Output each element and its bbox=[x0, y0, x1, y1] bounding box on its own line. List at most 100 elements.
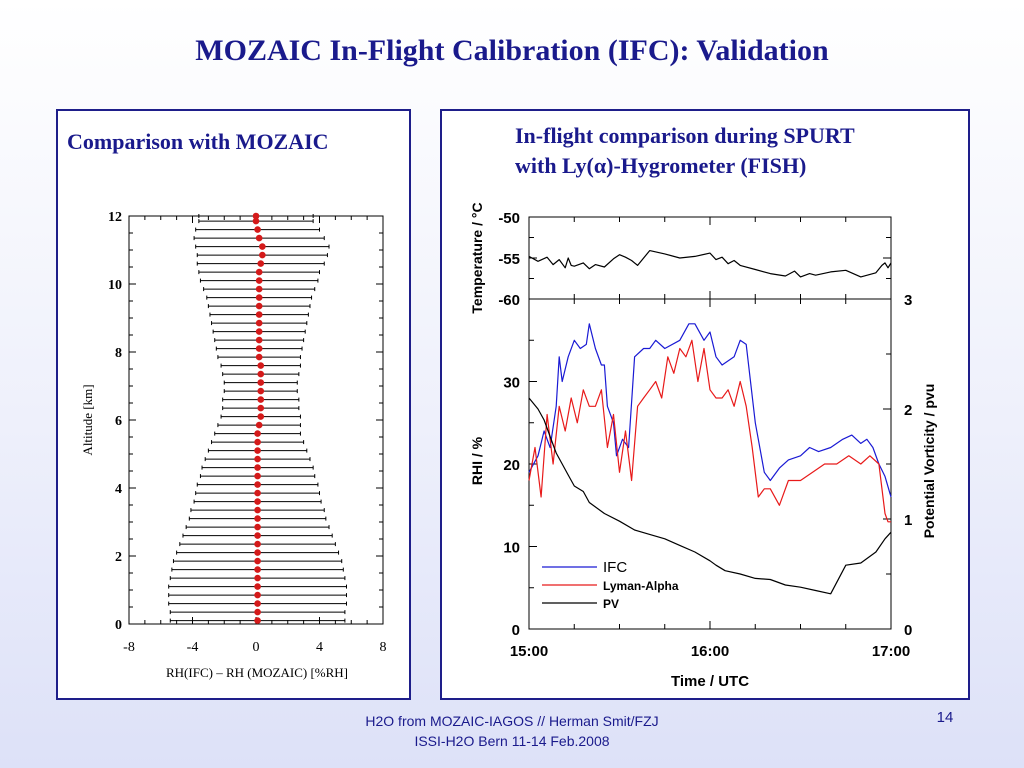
y-tick-label: 6 bbox=[115, 414, 122, 429]
rhi-tick-label: 30 bbox=[503, 375, 520, 392]
data-point bbox=[254, 464, 261, 471]
x-tick-label: 0 bbox=[253, 640, 260, 655]
x-tick-label: 4 bbox=[316, 640, 323, 655]
page-number: 14 bbox=[936, 709, 954, 726]
data-point bbox=[255, 294, 263, 301]
data-point bbox=[255, 336, 263, 344]
x-tick-label: 15:00 bbox=[510, 643, 548, 660]
pv-tick-label: 1 bbox=[904, 512, 912, 529]
x-tick-label: 17:00 bbox=[872, 643, 910, 660]
x-tick-label: 8 bbox=[380, 640, 387, 655]
data-point bbox=[254, 566, 261, 573]
data-point bbox=[255, 421, 263, 429]
footer-event: ISSI-H2O Bern 11-14 Feb.2008 bbox=[414, 733, 610, 749]
data-point bbox=[254, 472, 261, 480]
y-tick-label: 10 bbox=[108, 278, 122, 293]
data-point bbox=[255, 277, 263, 284]
legend-label: Lyman-Alpha bbox=[603, 579, 679, 593]
mozaic-comparison-chart: -8 -4 0 4 8 0 2 4 6 8 10 12 RH(IFC) – RH (MOZAIC) [%… bbox=[80, 210, 387, 680]
data-point bbox=[254, 600, 261, 607]
data-point bbox=[254, 506, 261, 514]
data-point bbox=[254, 532, 261, 539]
spurt-title-suffix: )-Hygrometer (FISH) bbox=[606, 153, 807, 178]
data-point bbox=[255, 285, 263, 293]
data-point bbox=[252, 212, 260, 220]
x-tick-label: -8 bbox=[123, 640, 135, 655]
y-tick-label: 2 bbox=[115, 550, 122, 565]
pv-series-line bbox=[528, 397, 892, 595]
data-point bbox=[257, 404, 265, 412]
alpha-symbol: α bbox=[593, 153, 607, 178]
temperature-series-line bbox=[528, 250, 892, 278]
data-point bbox=[257, 413, 265, 420]
spurt-panel-title: In-flight comparison during SPURT with L… bbox=[515, 121, 855, 181]
y-tick-label: 12 bbox=[108, 210, 122, 225]
lyman-alpha-series-line bbox=[528, 339, 891, 523]
spurt-comparison-panel: In-flight comparison during SPURT with L… bbox=[440, 109, 970, 700]
data-point bbox=[257, 396, 265, 403]
y-tick-label: 8 bbox=[115, 346, 122, 361]
x-tick-label: 16:00 bbox=[691, 643, 729, 660]
data-point bbox=[254, 430, 261, 437]
data-point bbox=[259, 243, 266, 250]
data-point bbox=[254, 549, 261, 556]
data-point bbox=[255, 353, 263, 361]
data-point bbox=[254, 515, 261, 522]
x-axis-label: RH(IFC) – RH (MOZAIC) [%RH] bbox=[166, 665, 348, 680]
data-point bbox=[257, 379, 265, 386]
rhi-tick-label: 20 bbox=[503, 457, 520, 474]
data-point bbox=[254, 583, 261, 590]
temperature-tick-label: -50 bbox=[498, 210, 520, 227]
data-point bbox=[254, 540, 261, 548]
temperature-plot-frame bbox=[528, 216, 892, 300]
data-point bbox=[254, 447, 261, 454]
data-point bbox=[255, 319, 263, 327]
ifc-series-line bbox=[528, 323, 892, 498]
data-point bbox=[257, 370, 265, 378]
spurt-title-line1: In-flight comparison during SPURT bbox=[515, 123, 855, 148]
data-point bbox=[254, 498, 261, 505]
data-point bbox=[254, 455, 261, 463]
data-point bbox=[254, 489, 261, 497]
rhi-axis-label: RHI / % bbox=[469, 436, 485, 485]
slide-title: MOZAIC In-Flight Calibration (IFC): Vali… bbox=[195, 34, 829, 67]
y-tick-label: 4 bbox=[115, 482, 122, 497]
data-point bbox=[254, 574, 261, 582]
temperature-axis-label: Temperature / °C bbox=[469, 202, 485, 313]
temperature-tick-label: -60 bbox=[498, 292, 520, 309]
data-point bbox=[255, 311, 263, 318]
pv-tick-label: 0 bbox=[904, 622, 912, 639]
y-axis-label: Altitude [km] bbox=[80, 384, 95, 455]
data-point bbox=[255, 302, 263, 310]
footer-author: H2O from MOZAIC-IAGOS // Herman Smit/FZJ bbox=[365, 713, 659, 729]
data-point bbox=[254, 608, 261, 616]
y-tick-label: 0 bbox=[115, 618, 122, 633]
rhi-tick-label: 10 bbox=[503, 540, 520, 557]
data-point bbox=[255, 345, 263, 352]
data-point bbox=[255, 268, 263, 276]
data-point bbox=[257, 387, 265, 395]
data-point bbox=[254, 617, 261, 624]
data-point bbox=[254, 226, 261, 233]
data-point bbox=[257, 260, 265, 267]
data-point bbox=[254, 591, 261, 599]
legend-label: IFC bbox=[603, 559, 627, 576]
data-point bbox=[257, 362, 265, 369]
data-point bbox=[254, 438, 261, 446]
pv-tick-label: 2 bbox=[904, 402, 912, 419]
data-point bbox=[254, 557, 261, 565]
pv-tick-label: 3 bbox=[904, 292, 912, 309]
rhi-tick-label: 0 bbox=[512, 622, 520, 639]
mozaic-comparison-panel: Comparison with MOZAIC -8 -4 0 4 8 0 2 4 6 8 10 12 R… bbox=[56, 109, 411, 700]
data-point bbox=[255, 234, 263, 242]
spurt-title-prefix: with Ly( bbox=[515, 153, 594, 178]
spurt-title-line2: with Ly(α)-Hygrometer (FISH) bbox=[515, 151, 855, 181]
data-point bbox=[255, 328, 263, 335]
spurt-comparison-chart: 15:00 16:00 17:00 Time / UTC -50 -55 -60 Temper… bbox=[469, 202, 937, 690]
data-point bbox=[252, 217, 260, 225]
temperature-tick-label: -55 bbox=[498, 251, 520, 268]
x-tick-label: -4 bbox=[187, 640, 199, 655]
data-point bbox=[254, 523, 261, 531]
legend-label: PV bbox=[603, 597, 619, 611]
x-axis-label: Time / UTC bbox=[671, 673, 749, 690]
